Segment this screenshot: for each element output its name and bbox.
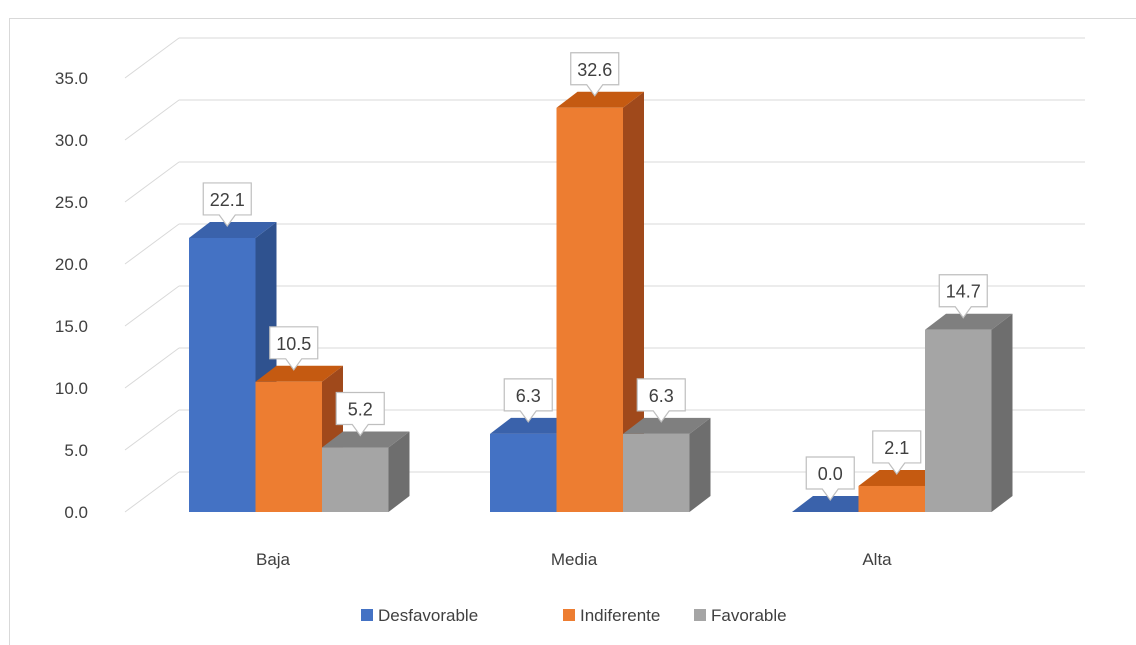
bar-top	[255, 365, 343, 382]
bar-side	[991, 313, 1013, 512]
data-label-indiferente-media: 32.6	[570, 52, 620, 97]
gridline-depth	[124, 99, 180, 141]
bar-front	[623, 433, 690, 512]
bar-top	[925, 313, 1013, 330]
bar-top	[189, 221, 277, 238]
data-label-text: 5.2	[348, 400, 373, 420]
legend: Desfavorable Indiferente Favorable	[361, 606, 787, 625]
bar-favorable-baja	[322, 431, 410, 512]
legend-label: Favorable	[711, 606, 787, 625]
data-label-text: 32.6	[577, 60, 612, 80]
legend-swatch	[563, 609, 575, 621]
bar-top	[623, 417, 711, 434]
bar-front	[490, 433, 557, 512]
data-label-box	[636, 378, 686, 423]
data-label-favorable-alta: 14.7	[938, 274, 988, 319]
bars	[189, 91, 1013, 512]
legend-label: Desfavorable	[378, 606, 478, 625]
y-tick-label: 30.0	[55, 131, 88, 150]
data-label-text: 0.0	[818, 464, 843, 484]
data-label-indiferente-alta: 2.1	[872, 430, 922, 475]
x-category-label: Media	[551, 550, 598, 569]
y-tick-label: 35.0	[55, 69, 88, 88]
bar-top	[490, 417, 578, 434]
chart-frame	[9, 18, 1136, 645]
x-category-label: Baja	[256, 550, 291, 569]
bar-top	[858, 469, 946, 486]
legend-swatch	[361, 609, 373, 621]
y-tick-label: 25.0	[55, 193, 88, 212]
y-tick-label: 5.0	[64, 441, 88, 460]
bar-front	[858, 485, 925, 512]
gridline-depth	[124, 37, 180, 79]
data-label-box	[872, 430, 922, 475]
y-tick-label: 10.0	[55, 379, 88, 398]
bar-indiferente-media	[556, 91, 644, 512]
data-label-favorable-baja: 5.2	[335, 391, 385, 437]
gridline-depth	[124, 471, 180, 513]
legend-item-indiferente: Indiferente	[563, 606, 660, 625]
bar-favorable-alta	[925, 313, 1013, 512]
gridline-depth	[124, 223, 180, 265]
data-label-box	[805, 456, 855, 502]
data-label-box	[938, 274, 988, 319]
data-label-text: 6.3	[649, 386, 674, 406]
data-label-desfavorable-alta: 0.0	[805, 456, 855, 502]
data-label-box	[202, 182, 252, 227]
data-label-favorable-media: 6.3	[636, 378, 686, 423]
data-label-text: 2.1	[884, 438, 909, 458]
gridline-depth	[124, 285, 180, 327]
y-tick-label: 15.0	[55, 317, 88, 336]
legend-swatch	[694, 609, 706, 621]
bar-side	[689, 417, 711, 512]
gridline-depth	[124, 347, 180, 389]
gridline-depth	[124, 161, 180, 203]
data-label-box	[335, 391, 385, 437]
legend-label: Indiferente	[580, 606, 660, 625]
bar-front	[189, 237, 256, 512]
x-category-label: Alta	[862, 550, 892, 569]
bar-desfavorable-alta	[792, 496, 880, 512]
data-label-box	[503, 378, 553, 423]
data-label-desfavorable-baja: 22.1	[202, 182, 252, 227]
bar-side	[388, 431, 410, 512]
data-label-text: 10.5	[276, 334, 311, 354]
data-label-text: 22.1	[210, 190, 245, 210]
bar-favorable-media	[623, 417, 711, 512]
y-tick-label: 0.0	[64, 503, 88, 522]
bar-top	[322, 431, 410, 448]
bar-top	[792, 496, 880, 512]
data-label-text: 6.3	[516, 386, 541, 406]
x-axis-categories: Baja Media Alta	[256, 550, 892, 569]
legend-item-favorable: Favorable	[694, 606, 787, 625]
y-axis-ticks: 0.0 5.0 10.0 15.0 20.0 25.0 30.0 35.0	[55, 69, 88, 522]
y-tick-label: 20.0	[55, 255, 88, 274]
bar-front	[556, 107, 623, 512]
bar-top	[556, 91, 644, 108]
data-labels: 22.1 10.5 5.2 6.3 32.6 6.3 0.0 2.1 14.7	[202, 52, 988, 502]
data-label-indiferente-baja: 10.5	[269, 326, 319, 371]
gridline-depth	[124, 409, 180, 451]
data-label-box	[269, 326, 319, 371]
bar-front	[255, 381, 322, 512]
legend-item-desfavorable: Desfavorable	[361, 606, 478, 625]
bar-front	[925, 329, 992, 512]
data-label-desfavorable-media: 6.3	[503, 378, 553, 423]
data-label-text: 14.7	[946, 282, 981, 302]
bar-front	[322, 447, 389, 512]
data-label-box	[570, 52, 620, 97]
